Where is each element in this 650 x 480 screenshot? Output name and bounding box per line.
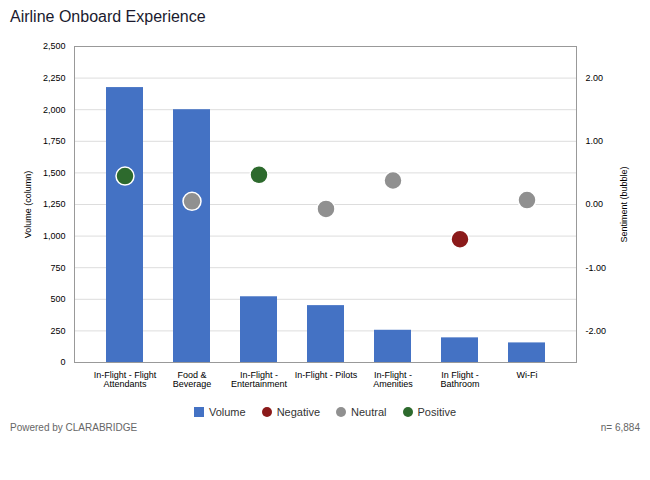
svg-text:250: 250 bbox=[50, 326, 65, 336]
svg-text:1,750: 1,750 bbox=[43, 136, 66, 146]
svg-text:0: 0 bbox=[60, 357, 65, 367]
svg-text:Volume (column): Volume (column) bbox=[23, 171, 33, 239]
html-text:Volume: Volume bbox=[208, 406, 246, 418]
svg-text:750: 750 bbox=[50, 263, 65, 273]
svg-text:2,500: 2,500 bbox=[43, 41, 66, 51]
svg-text:-2.00: -2.00 bbox=[586, 326, 607, 336]
svg-text:-1.00: -1.00 bbox=[586, 263, 607, 273]
svg-text:500: 500 bbox=[50, 294, 65, 304]
html-text:Airline Onboard Experience: Airline Onboard Experience bbox=[10, 8, 206, 25]
svg-text:Wi-Fi: Wi-Fi bbox=[517, 370, 538, 380]
svg-text:1,250: 1,250 bbox=[43, 199, 66, 209]
html-text:Powered by CLARABRIDGE: Powered by CLARABRIDGE bbox=[10, 422, 138, 433]
html-text:n= 6,884: n= 6,884 bbox=[600, 422, 640, 433]
svg-text:In-Flight - Pilots: In-Flight - Pilots bbox=[295, 370, 358, 380]
svg-text:In-Flight -Entertainment: In-Flight -Entertainment bbox=[231, 370, 288, 389]
svg-text:2,000: 2,000 bbox=[43, 105, 66, 115]
svg-text:In Flight -Bathroom: In Flight -Bathroom bbox=[440, 370, 479, 389]
svg-text:2,250: 2,250 bbox=[43, 73, 66, 83]
svg-text:1,500: 1,500 bbox=[43, 168, 66, 178]
svg-text:1,000: 1,000 bbox=[43, 231, 66, 241]
svg-text:Food &Beverage: Food &Beverage bbox=[173, 370, 212, 389]
svg-text:2.00: 2.00 bbox=[586, 73, 604, 83]
svg-text:1.00: 1.00 bbox=[586, 136, 604, 146]
html-text:Neutral: Neutral bbox=[351, 406, 387, 418]
svg-text:In-Flight -Amenities: In-Flight -Amenities bbox=[373, 370, 413, 389]
svg-text:0.00: 0.00 bbox=[586, 199, 604, 209]
html-text:Positive: Positive bbox=[417, 406, 457, 418]
svg-text:In-Flight - FlightAttendants: In-Flight - FlightAttendants bbox=[94, 370, 157, 389]
html-text:Negative: Negative bbox=[276, 406, 321, 418]
svg-text:Sentiment (bubble): Sentiment (bubble) bbox=[619, 166, 629, 242]
